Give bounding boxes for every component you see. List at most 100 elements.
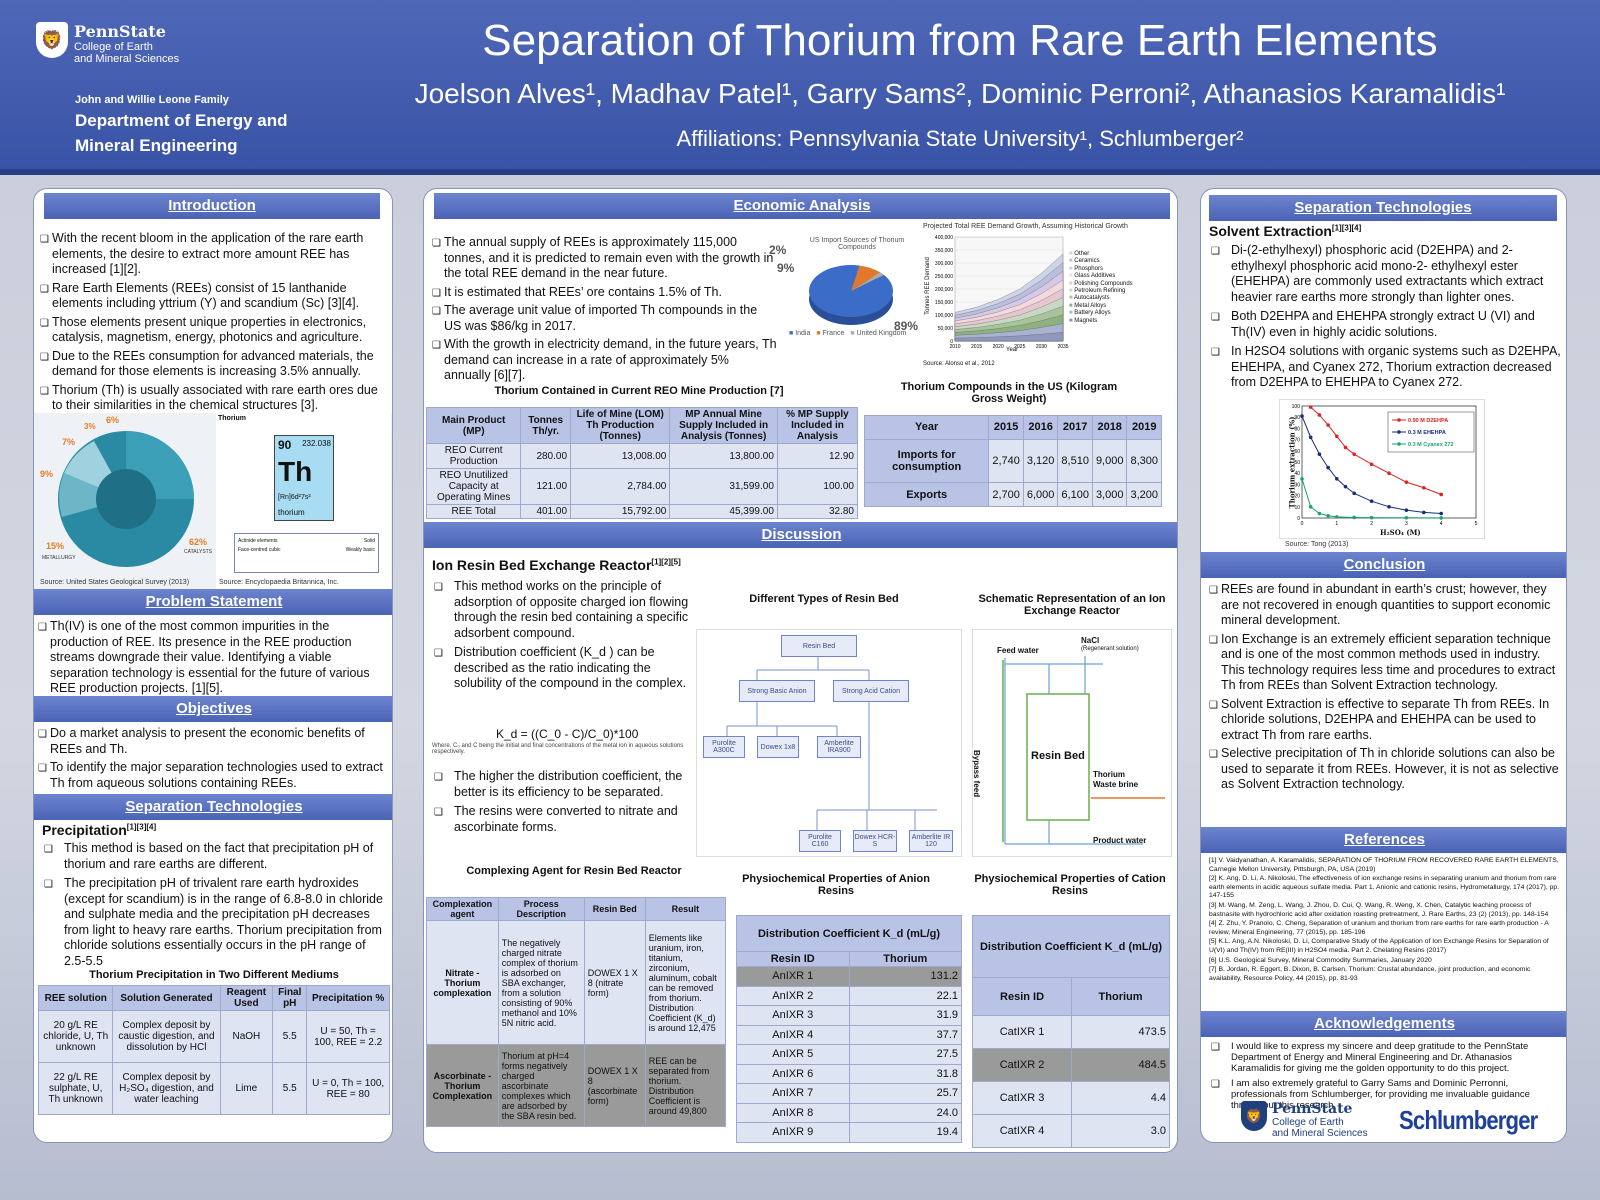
- pie-legend-item: ■ India: [789, 330, 811, 337]
- legend-label: Petroleum Refining: [1074, 288, 1126, 295]
- thorium-card: Thorium 90 232.038 Th [Rn]6d²7s² thorium…: [216, 413, 391, 589]
- source-usgs: Source: United States Geological Survey …: [40, 579, 190, 586]
- discussion-heading: Discussion: [424, 522, 1177, 548]
- solvent-ref: [1][3][4]: [1331, 223, 1362, 233]
- precip-col-header: Precipitation %: [306, 985, 390, 1011]
- table-cell: 3.0: [1071, 1114, 1170, 1148]
- table-cell: 6,100: [1057, 482, 1093, 507]
- thorium-legend: Actinide elements Solid Face-centred cubi…: [234, 533, 379, 573]
- th-symbol: Th: [278, 456, 313, 487]
- table2-title: Thorium Compounds in the US (Kilogram Gr…: [900, 381, 1118, 405]
- table-cell: 22 g/L RE sulphate, U, Th unknown: [37, 1062, 114, 1115]
- table-row: AnIXR 1 131.2: [736, 966, 962, 987]
- intro-text: With the recent bloom in the application…: [40, 231, 385, 417]
- precip-col-header: Solution Generated: [112, 985, 221, 1011]
- precipitation-bullet: The precipitation pH of trivalent rare e…: [42, 876, 390, 969]
- y-tick: 0: [1297, 516, 1300, 522]
- data-point: [1308, 435, 1313, 440]
- reference-item: [5] K.L. Ang, A.N. Nikoloski, D. Li, Com…: [1209, 938, 1549, 954]
- pie-center: [96, 469, 156, 529]
- t5-col-header: Resin ID: [971, 977, 1073, 1016]
- legend-item: Face-centred cubic: [238, 547, 281, 553]
- objective-bullet: To identify the major separation technol…: [38, 760, 388, 791]
- fig-schematic-title: Schematic Representation of an Ion Excha…: [978, 593, 1166, 617]
- y-tick: 90: [1294, 415, 1300, 421]
- data-point: [1439, 516, 1443, 520]
- econ-bullet: With the growth in electricity demand, i…: [432, 337, 777, 384]
- x-tick: 2025: [1014, 344, 1025, 350]
- tree-leaf: Amberlite IRA900: [817, 736, 861, 758]
- table-cell: 15,792.00: [570, 504, 671, 519]
- precipitation-bullet: This method is based on the fact that pr…: [42, 841, 390, 872]
- precipitation-text: This method is based on the fact that pr…: [42, 841, 390, 973]
- table-cell: AnIXR 3: [736, 1005, 850, 1026]
- tree-node-anion: Strong Basic Anion: [739, 680, 815, 702]
- data-point: [1404, 515, 1409, 520]
- nittany-lion-shield-icon: 🦁: [1241, 1101, 1267, 1131]
- resin-bed-box: [1026, 693, 1090, 821]
- pie-pct-uk: 2%: [769, 243, 787, 257]
- table-cell: AnIXR 9: [736, 1122, 850, 1143]
- data-point: [1335, 477, 1339, 481]
- table-cell: 6,000: [1022, 482, 1059, 507]
- reference-item: [7] B. Jordan, R. Eggert, B. Dixon, B. C…: [1209, 966, 1531, 982]
- data-point: [1387, 505, 1391, 509]
- logo-name: PennState: [74, 22, 166, 41]
- ext-ylabel: Thorium extraction (%): [1287, 416, 1297, 509]
- table-cell: 31.9: [848, 1005, 962, 1026]
- table-cell: Complex deposit by caustic digestion, an…: [112, 1010, 221, 1063]
- econ-bullet: The average unit value of imported Th co…: [432, 303, 777, 334]
- poster-title: Separation of Thorium from Rare Earth El…: [482, 16, 1438, 65]
- table-cell: 13,008.00: [570, 443, 671, 469]
- x-tick: 3: [1405, 521, 1408, 527]
- area-legend-item: ■ Ceramics: [1069, 258, 1133, 265]
- data-point: [1422, 510, 1426, 515]
- table-cell: 8,300: [1126, 438, 1162, 484]
- pie-legend-item: ■ France: [816, 330, 845, 337]
- table-row-header: Exports: [863, 482, 990, 507]
- th-name: thorium: [278, 508, 305, 517]
- table-cell: NaOH: [219, 1010, 274, 1063]
- table-row: AnIXR 4 37.7: [736, 1024, 962, 1045]
- precipitation-title: Precipitation: [42, 822, 127, 838]
- solvent-title: Solvent Extraction: [1209, 223, 1332, 239]
- right-column: Separation Technologies Solvent Extracti…: [1200, 188, 1567, 1143]
- reference-item: [6] U.S. Geological Survey, Mineral Comm…: [1209, 956, 1432, 964]
- pie-label-catalysts: CATALYSTS: [184, 549, 213, 555]
- sch-thorium: Thorium: [1093, 770, 1125, 779]
- resin-tree-diagram: Resin Bed Strong Basic Anion Strong Acid…: [696, 629, 962, 857]
- resin-ref: [1][2][5]: [651, 557, 681, 567]
- problem-bullet: Th(IV) is one of the most common impurit…: [38, 619, 388, 697]
- pie-label-metallurgy: METALLURGY: [42, 555, 76, 561]
- data-point: [1352, 515, 1356, 520]
- data-point: [1387, 471, 1391, 475]
- legend-label: Other: [1074, 251, 1090, 257]
- table-row: 20 g/L RE chloride, U, Th unknown Comple…: [37, 1010, 390, 1063]
- footer-logo-sub2: and Mineral Sciences: [1272, 1128, 1368, 1139]
- table-cell: REO Unutilized Capacity at Operating Min…: [425, 468, 522, 505]
- poster-affiliations: Affiliations: Pennsylvania State Univers…: [676, 126, 1244, 151]
- data-point: [1326, 465, 1330, 470]
- table-cell: 401.00: [520, 504, 572, 519]
- table-cell: 2,700: [988, 482, 1024, 507]
- x-tick: 4: [1440, 521, 1443, 527]
- legend-item: Weakly basic: [345, 547, 375, 553]
- legend-swatch: ■: [1069, 302, 1075, 309]
- sep-right-heading: Separation Technologies: [1209, 195, 1557, 221]
- objectives-text: Do a market analysis to present the econ…: [38, 726, 388, 794]
- area-legend-item: ■ Polishing Compounds: [1069, 281, 1133, 288]
- x-tick: 5: [1475, 521, 1478, 527]
- area-legend-item: ■ Battery Alloys: [1069, 310, 1133, 317]
- table-cell: 25.7: [848, 1083, 962, 1104]
- y-tick: 100,000: [935, 313, 953, 319]
- area-ylabel: Tonnes REE Demand: [924, 257, 931, 315]
- left-column: Introduction With the recent bloom in th…: [33, 188, 393, 1143]
- table-cell: 27.5: [848, 1044, 962, 1065]
- reference-item: [3] M. Wang, M. Zeng, L. Wang, J. Zhou, …: [1209, 901, 1549, 918]
- t1-col-header: Tonnes Th/yr.: [520, 407, 572, 444]
- t3-col-header: Result: [644, 897, 727, 921]
- intro-bullet: Thorium (Th) is usually associated with …: [40, 383, 385, 414]
- plot-frame: [1301, 405, 1477, 519]
- table-cell: 19.4: [848, 1122, 962, 1143]
- t3-col-header: Process Description: [497, 897, 585, 921]
